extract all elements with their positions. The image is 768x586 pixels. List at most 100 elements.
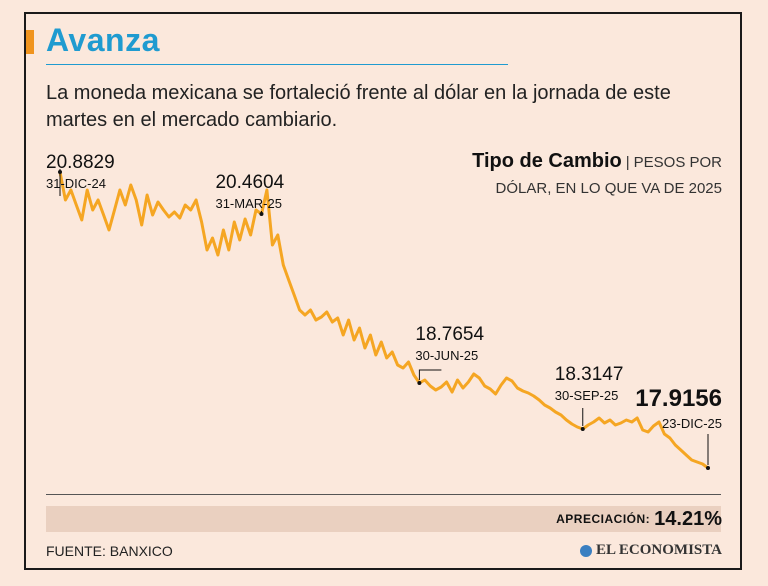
annotation-marker — [259, 212, 264, 216]
data-point — [554, 411, 557, 413]
data-point — [690, 459, 693, 461]
data-point — [129, 184, 132, 186]
data-point — [255, 209, 257, 211]
data-point — [598, 417, 600, 419]
chart-title: Tipo de Cambio | PESOS POR DÓLAR, EN LO QU… — [472, 148, 722, 202]
data-point — [560, 414, 562, 416]
data-point — [396, 364, 399, 366]
data-point — [206, 249, 208, 251]
source-text: FUENTE: BANXICO — [46, 543, 173, 559]
data-point — [298, 309, 301, 311]
data-point — [630, 421, 633, 423]
data-point — [217, 254, 219, 256]
data-point — [271, 244, 274, 246]
title-underline — [46, 64, 508, 65]
annotation-value: 17.9156 — [635, 385, 722, 412]
data-point — [576, 426, 579, 428]
annotation-leader — [418, 369, 442, 380]
data-point — [641, 429, 644, 431]
data-point — [685, 454, 688, 456]
data-point — [108, 229, 110, 231]
subtitle: La moneda mexicana se fortaleció frente … — [46, 82, 671, 131]
data-point — [233, 221, 236, 223]
data-point — [282, 264, 285, 266]
data-point — [636, 417, 639, 419]
annotation-marker — [706, 466, 710, 470]
data-point — [456, 379, 459, 381]
data-point — [500, 384, 502, 386]
data-point — [195, 199, 197, 201]
appreciation-bar — [46, 506, 721, 532]
data-point — [146, 194, 148, 196]
data-point — [178, 217, 181, 219]
brand-logo: EL ECONOMISTA — [580, 542, 722, 559]
chart-title-separator: | — [625, 154, 630, 171]
data-point — [168, 216, 170, 218]
data-point — [478, 377, 481, 379]
data-point — [614, 424, 617, 426]
data-point — [532, 395, 535, 397]
title-accent-bar — [26, 30, 34, 54]
data-point — [391, 351, 393, 353]
data-point — [135, 199, 138, 201]
data-point — [331, 321, 334, 323]
data-point — [358, 327, 361, 329]
data-point — [375, 354, 377, 356]
data-point — [483, 385, 486, 387]
data-point — [445, 381, 448, 383]
annotation-date: 31-MAR-25 — [215, 196, 281, 211]
data-point — [222, 229, 225, 231]
data-point — [151, 214, 154, 216]
data-point — [652, 425, 655, 427]
data-point — [407, 361, 410, 363]
data-point — [184, 204, 187, 206]
data-point — [97, 199, 99, 201]
data-point — [119, 189, 121, 191]
data-point — [173, 211, 176, 213]
data-point — [592, 421, 595, 423]
data-point — [440, 386, 442, 388]
data-point — [538, 399, 540, 401]
data-point — [336, 317, 339, 319]
annotation-date: 23-DIC-25 — [662, 416, 722, 431]
annotation-value: 18.3147 — [555, 364, 624, 385]
data-point — [609, 419, 611, 421]
data-point — [505, 377, 508, 379]
data-point — [309, 309, 312, 311]
data-point — [380, 341, 383, 343]
data-point — [162, 209, 165, 211]
data-point — [522, 390, 524, 392]
divider-line — [46, 494, 721, 495]
data-point — [587, 424, 590, 426]
data-point — [304, 314, 306, 316]
data-point — [467, 381, 470, 383]
data-point — [287, 279, 290, 281]
data-point — [347, 319, 350, 321]
data-point — [658, 421, 660, 423]
data-point — [70, 189, 72, 191]
annotation-value: 18.7654 — [415, 324, 484, 345]
data-point — [424, 379, 426, 381]
annotation-date: 31-DIC-24 — [46, 176, 106, 191]
data-point — [315, 319, 317, 321]
data-point — [113, 209, 116, 211]
data-point — [189, 209, 192, 211]
chart-title-main: Tipo de Cambio — [472, 150, 622, 172]
appreciation: APRECIACIÓN: 14.21% — [556, 506, 722, 532]
data-point — [244, 218, 246, 220]
data-point — [696, 461, 698, 463]
data-point — [293, 294, 295, 296]
data-point — [364, 347, 366, 349]
data-point — [663, 433, 666, 435]
data-point — [701, 463, 704, 465]
data-point — [211, 237, 214, 239]
data-point — [342, 334, 344, 336]
data-point — [647, 431, 649, 433]
data-point — [353, 339, 355, 341]
data-point — [228, 249, 230, 251]
data-point — [669, 437, 671, 439]
data-point — [157, 201, 159, 203]
data-point — [369, 334, 372, 336]
data-point — [320, 316, 323, 318]
